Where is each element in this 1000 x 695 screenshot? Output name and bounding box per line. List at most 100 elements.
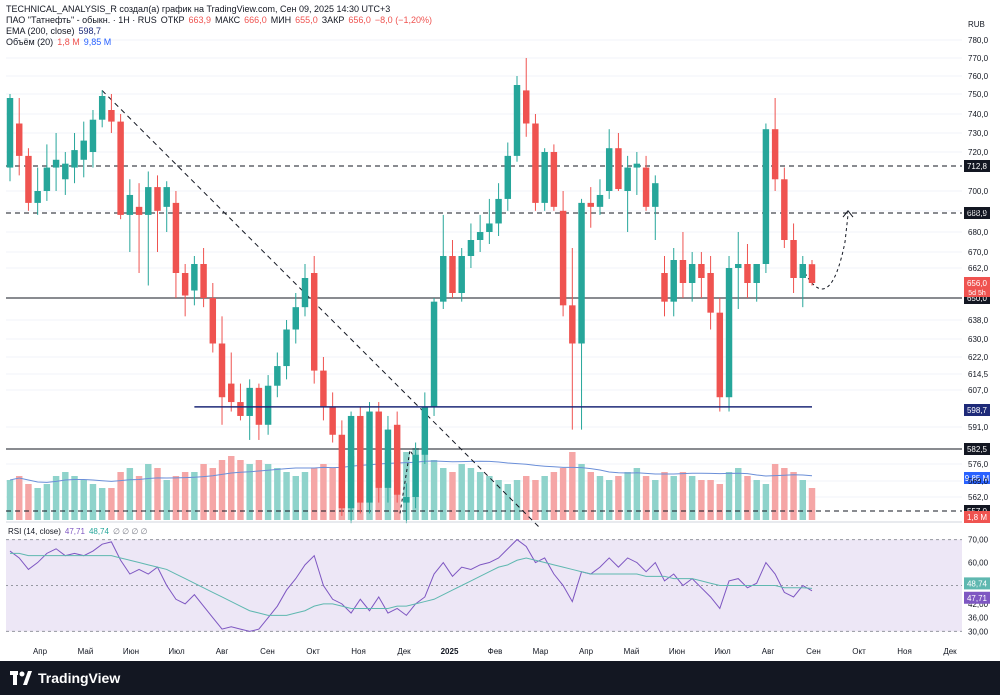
candle-body[interactable] <box>624 167 631 191</box>
candle-body[interactable] <box>661 273 668 302</box>
candle-body[interactable] <box>237 402 244 416</box>
candle-body[interactable] <box>790 240 797 278</box>
candle-body[interactable] <box>301 278 309 308</box>
candle-body[interactable] <box>799 264 807 278</box>
candle-body[interactable] <box>329 406 336 435</box>
candle-body[interactable] <box>264 385 272 425</box>
candle-body[interactable] <box>467 240 475 256</box>
candle-body[interactable] <box>569 305 576 344</box>
candle-body[interactable] <box>403 497 410 503</box>
candle-body[interactable] <box>191 264 198 291</box>
candle-body[interactable] <box>347 415 355 509</box>
candle-body[interactable] <box>550 152 558 207</box>
candle-body[interactable] <box>154 187 161 211</box>
candle-body[interactable] <box>98 96 106 120</box>
projection-arrow[interactable] <box>804 214 849 290</box>
candle-body[interactable] <box>421 406 429 455</box>
candle-body[interactable] <box>292 307 299 330</box>
rsi-hidden-icons: ∅ ∅ ∅ ∅ <box>112 527 148 536</box>
candle-body[interactable] <box>218 343 226 398</box>
candle-body[interactable] <box>430 301 438 407</box>
candle-body[interactable] <box>135 206 143 215</box>
candle-body[interactable] <box>15 123 23 156</box>
candle-body[interactable] <box>62 163 69 180</box>
tradingview-logo[interactable]: TradingView <box>10 670 120 686</box>
candle-body[interactable] <box>762 129 770 264</box>
candle-body[interactable] <box>808 264 816 283</box>
candle-body[interactable] <box>126 194 134 215</box>
candle-body[interactable] <box>605 148 613 191</box>
candle-body[interactable] <box>200 264 207 298</box>
ema-row[interactable]: EMA (200, close) 598,7 <box>6 26 432 37</box>
candle-body[interactable] <box>71 150 78 168</box>
candle-body[interactable] <box>375 411 382 488</box>
volume-bar <box>532 480 539 520</box>
candle-body[interactable] <box>753 264 760 283</box>
trendline[interactable] <box>101 90 541 529</box>
volume-row[interactable]: Объём (20) 1,8 М 9,85 М <box>6 37 432 48</box>
candle-body[interactable] <box>117 121 124 215</box>
candle-body[interactable] <box>145 187 152 215</box>
candle-body[interactable] <box>578 202 585 344</box>
candle-body[interactable] <box>633 163 641 168</box>
candle-body[interactable] <box>246 387 253 416</box>
candle-body[interactable] <box>357 415 364 503</box>
candle-body[interactable] <box>440 256 447 302</box>
candle-body[interactable] <box>310 273 318 371</box>
candle-body[interactable] <box>698 264 705 278</box>
candle-body[interactable] <box>725 268 733 398</box>
candle-body[interactable] <box>587 202 594 207</box>
candle-body[interactable] <box>615 148 622 190</box>
candle-body[interactable] <box>228 383 235 403</box>
candle-body[interactable] <box>523 90 530 124</box>
price-tick-label: 720,0 <box>968 148 989 157</box>
candle-body[interactable] <box>80 140 87 160</box>
candle-body[interactable] <box>716 312 724 398</box>
candle-body[interactable] <box>596 194 604 207</box>
candle-body[interactable] <box>449 256 456 293</box>
symbol-label[interactable]: ПАО "Татнефть" - обыкн. · 1Н · RUS <box>6 15 157 25</box>
candle-body[interactable] <box>495 198 502 224</box>
candle-body[interactable] <box>458 256 465 293</box>
candle-body[interactable] <box>412 454 419 497</box>
candle-body[interactable] <box>43 167 51 191</box>
candle-body[interactable] <box>513 85 521 156</box>
candle-body[interactable] <box>532 123 539 203</box>
rsi-header[interactable]: RSI (14, close) 47,71 48,74 ∅ ∅ ∅ ∅ <box>8 527 148 536</box>
candle-body[interactable] <box>274 366 281 386</box>
candle-body[interactable] <box>679 260 687 283</box>
candle-body[interactable] <box>781 179 788 240</box>
candle-body[interactable] <box>108 110 115 122</box>
candle-body[interactable] <box>181 273 189 296</box>
candle-body[interactable] <box>771 129 779 180</box>
candle-body[interactable] <box>393 424 401 495</box>
candle-body[interactable] <box>52 159 60 168</box>
candle-body[interactable] <box>642 167 650 207</box>
candle-body[interactable] <box>89 119 97 152</box>
candle-body[interactable] <box>25 155 32 203</box>
candle-body[interactable] <box>338 434 346 509</box>
candle-body[interactable] <box>384 429 392 488</box>
candle-body[interactable] <box>652 183 659 207</box>
candle-body[interactable] <box>209 298 217 344</box>
candle-body[interactable] <box>320 370 327 407</box>
candle-body[interactable] <box>735 264 742 268</box>
candle-body[interactable] <box>34 191 41 203</box>
candle-body[interactable] <box>541 152 548 203</box>
candle-body[interactable] <box>559 210 567 306</box>
candle-body[interactable] <box>163 187 170 207</box>
candle-body[interactable] <box>476 232 484 240</box>
price-tick-label: 690,0 <box>968 207 989 216</box>
candle-body[interactable] <box>688 264 696 283</box>
candle-body[interactable] <box>670 260 677 302</box>
candle-body[interactable] <box>6 98 14 168</box>
candle-body[interactable] <box>707 273 714 313</box>
candle-body[interactable] <box>744 264 751 283</box>
brand-name: TradingView <box>38 670 121 686</box>
candle-body[interactable] <box>283 329 290 367</box>
candle-body[interactable] <box>366 411 373 503</box>
candle-body[interactable] <box>504 155 512 199</box>
candle-body[interactable] <box>486 223 493 232</box>
candle-body[interactable] <box>172 202 180 273</box>
